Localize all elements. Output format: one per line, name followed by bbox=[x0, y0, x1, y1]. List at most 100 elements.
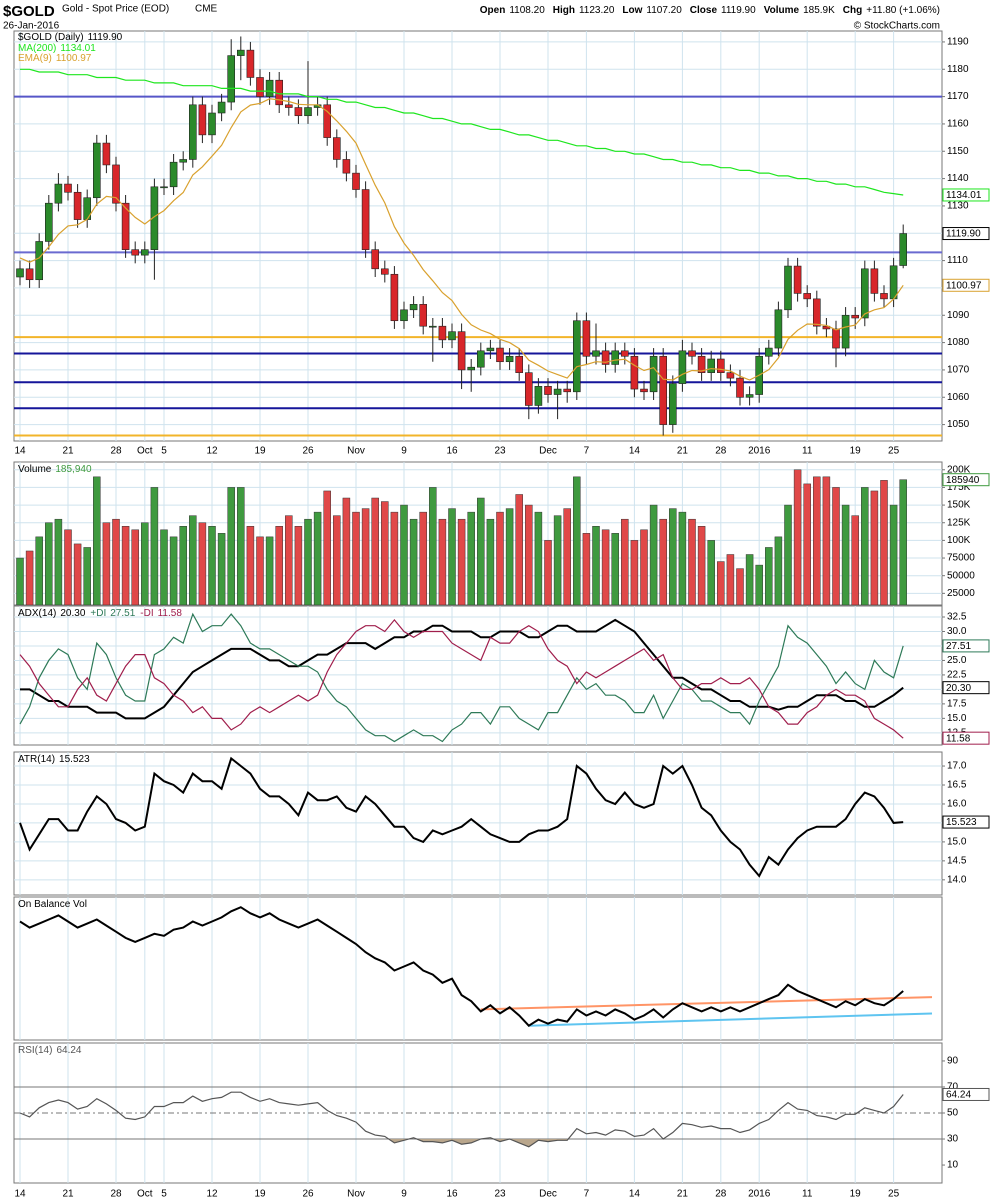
x-tick-label: 28 bbox=[715, 446, 727, 457]
volume-bar bbox=[534, 511, 543, 605]
volume-bar bbox=[323, 490, 331, 605]
y-tick-label: 1070 bbox=[947, 365, 970, 376]
candle-body bbox=[505, 355, 514, 363]
x-tick-label: 12 bbox=[206, 446, 218, 457]
x-tick-label: 26 bbox=[302, 446, 314, 457]
y-tick-label: 15.0 bbox=[947, 837, 967, 848]
x-tick-label: 14 bbox=[629, 446, 641, 457]
candle-body bbox=[688, 350, 696, 357]
volume-bar bbox=[25, 550, 34, 605]
candle-body bbox=[169, 161, 178, 188]
panel bbox=[13, 896, 943, 1041]
value-tag-label: 1134.01 bbox=[946, 190, 982, 201]
volume-bar bbox=[141, 522, 149, 605]
candle-body bbox=[524, 372, 533, 406]
x-tick-label: Dec bbox=[539, 446, 557, 457]
candle-body bbox=[601, 350, 610, 365]
candle-body bbox=[16, 268, 24, 278]
exchange: CME bbox=[195, 4, 218, 15]
panel-plot bbox=[14, 752, 942, 895]
volume-bar bbox=[237, 487, 245, 605]
volume-bar bbox=[755, 564, 763, 605]
volume-bar bbox=[160, 529, 168, 605]
candle-body bbox=[476, 350, 485, 368]
legend-entry: EMA(9) 1100.97 bbox=[18, 53, 92, 64]
value-tag bbox=[942, 639, 990, 653]
candle-body bbox=[400, 309, 408, 322]
y-tick-label: 1090 bbox=[947, 310, 970, 321]
legend-name: MA(200) bbox=[18, 43, 56, 54]
volume-bar bbox=[275, 526, 283, 605]
volume-bar bbox=[304, 518, 312, 605]
stat-label: Open bbox=[480, 5, 506, 16]
candle-body bbox=[860, 268, 869, 319]
candle-body bbox=[64, 183, 72, 193]
x-tick-label: Nov bbox=[347, 1189, 365, 1200]
stat-label: Low bbox=[622, 5, 642, 16]
volume-bar bbox=[573, 476, 581, 605]
candle-body bbox=[764, 347, 773, 357]
legend-name: +DI bbox=[90, 608, 106, 619]
legend-name: EMA(9) bbox=[18, 53, 52, 64]
indicator-line bbox=[19, 618, 904, 739]
y-tick-label: 25.0 bbox=[947, 655, 967, 666]
candle-body bbox=[265, 79, 274, 97]
x-tick-label: 2016 bbox=[748, 1189, 771, 1200]
volume-bar bbox=[208, 526, 216, 605]
value-tag-label: 64.24 bbox=[946, 1090, 971, 1101]
indicator-line bbox=[19, 756, 904, 878]
volume-bar bbox=[793, 469, 802, 605]
value-tag-label: 11.58 bbox=[946, 733, 971, 744]
legend-name: RSI(14) bbox=[18, 1045, 52, 1056]
legend-name: ATR(14) bbox=[18, 754, 55, 765]
candle-body bbox=[630, 355, 639, 390]
y-tick-label: 17.5 bbox=[947, 699, 967, 710]
legend-name: -DI bbox=[140, 608, 153, 619]
y-tick-label: 30 bbox=[947, 1134, 959, 1145]
volume-bar bbox=[352, 511, 360, 605]
y-tick-label: 125K bbox=[947, 517, 971, 528]
x-tick-label: 26 bbox=[302, 1189, 314, 1200]
candle-body bbox=[899, 233, 908, 266]
stat-value: +11.80 (+1.06%) bbox=[866, 5, 940, 16]
x-tick-label: 5 bbox=[161, 1189, 167, 1200]
volume-bar bbox=[448, 508, 456, 605]
candle-body bbox=[275, 79, 284, 106]
candle-body bbox=[179, 159, 187, 163]
volume-bar bbox=[217, 533, 226, 605]
y-tick-label: 1110 bbox=[947, 255, 968, 266]
volume-bar bbox=[717, 561, 725, 605]
volume-bar bbox=[83, 547, 91, 605]
volume-bar bbox=[611, 533, 619, 605]
x-tick-label: 23 bbox=[494, 446, 506, 457]
candle-body bbox=[572, 320, 581, 393]
volume-bar bbox=[54, 518, 63, 605]
volume-bar bbox=[621, 518, 629, 605]
y-tick-label: 1140 bbox=[947, 173, 969, 184]
volume-bar bbox=[649, 504, 658, 605]
y-tick-label: 70 bbox=[947, 1082, 959, 1093]
volume-bar bbox=[861, 487, 869, 605]
value-tag-label: 1119.90 bbox=[946, 229, 981, 240]
volume-bar bbox=[112, 518, 120, 605]
trend-line bbox=[528, 1012, 933, 1027]
volume-bar bbox=[688, 518, 696, 605]
volume-bar bbox=[496, 511, 504, 605]
candle-body bbox=[553, 388, 562, 395]
volume-bar bbox=[371, 497, 379, 605]
y-tick-label: 15.0 bbox=[947, 713, 967, 724]
chart-date: 26-Jan-2016 bbox=[3, 21, 60, 32]
candle-body bbox=[102, 142, 111, 166]
x-tick-label: 11 bbox=[802, 1189, 813, 1200]
volume-bar bbox=[601, 529, 610, 605]
y-tick-label: 16.5 bbox=[947, 780, 967, 791]
x-tick-label: 7 bbox=[584, 446, 590, 457]
legend-name: ADX(14) bbox=[18, 608, 56, 619]
candle-body bbox=[93, 142, 101, 199]
volume-bar bbox=[390, 511, 399, 605]
volume-bar bbox=[198, 522, 207, 605]
candle-body bbox=[515, 355, 524, 373]
volume-bar bbox=[419, 511, 427, 605]
y-tick-label: 17.0 bbox=[947, 761, 967, 772]
y-tick-label: 1160 bbox=[947, 119, 969, 130]
